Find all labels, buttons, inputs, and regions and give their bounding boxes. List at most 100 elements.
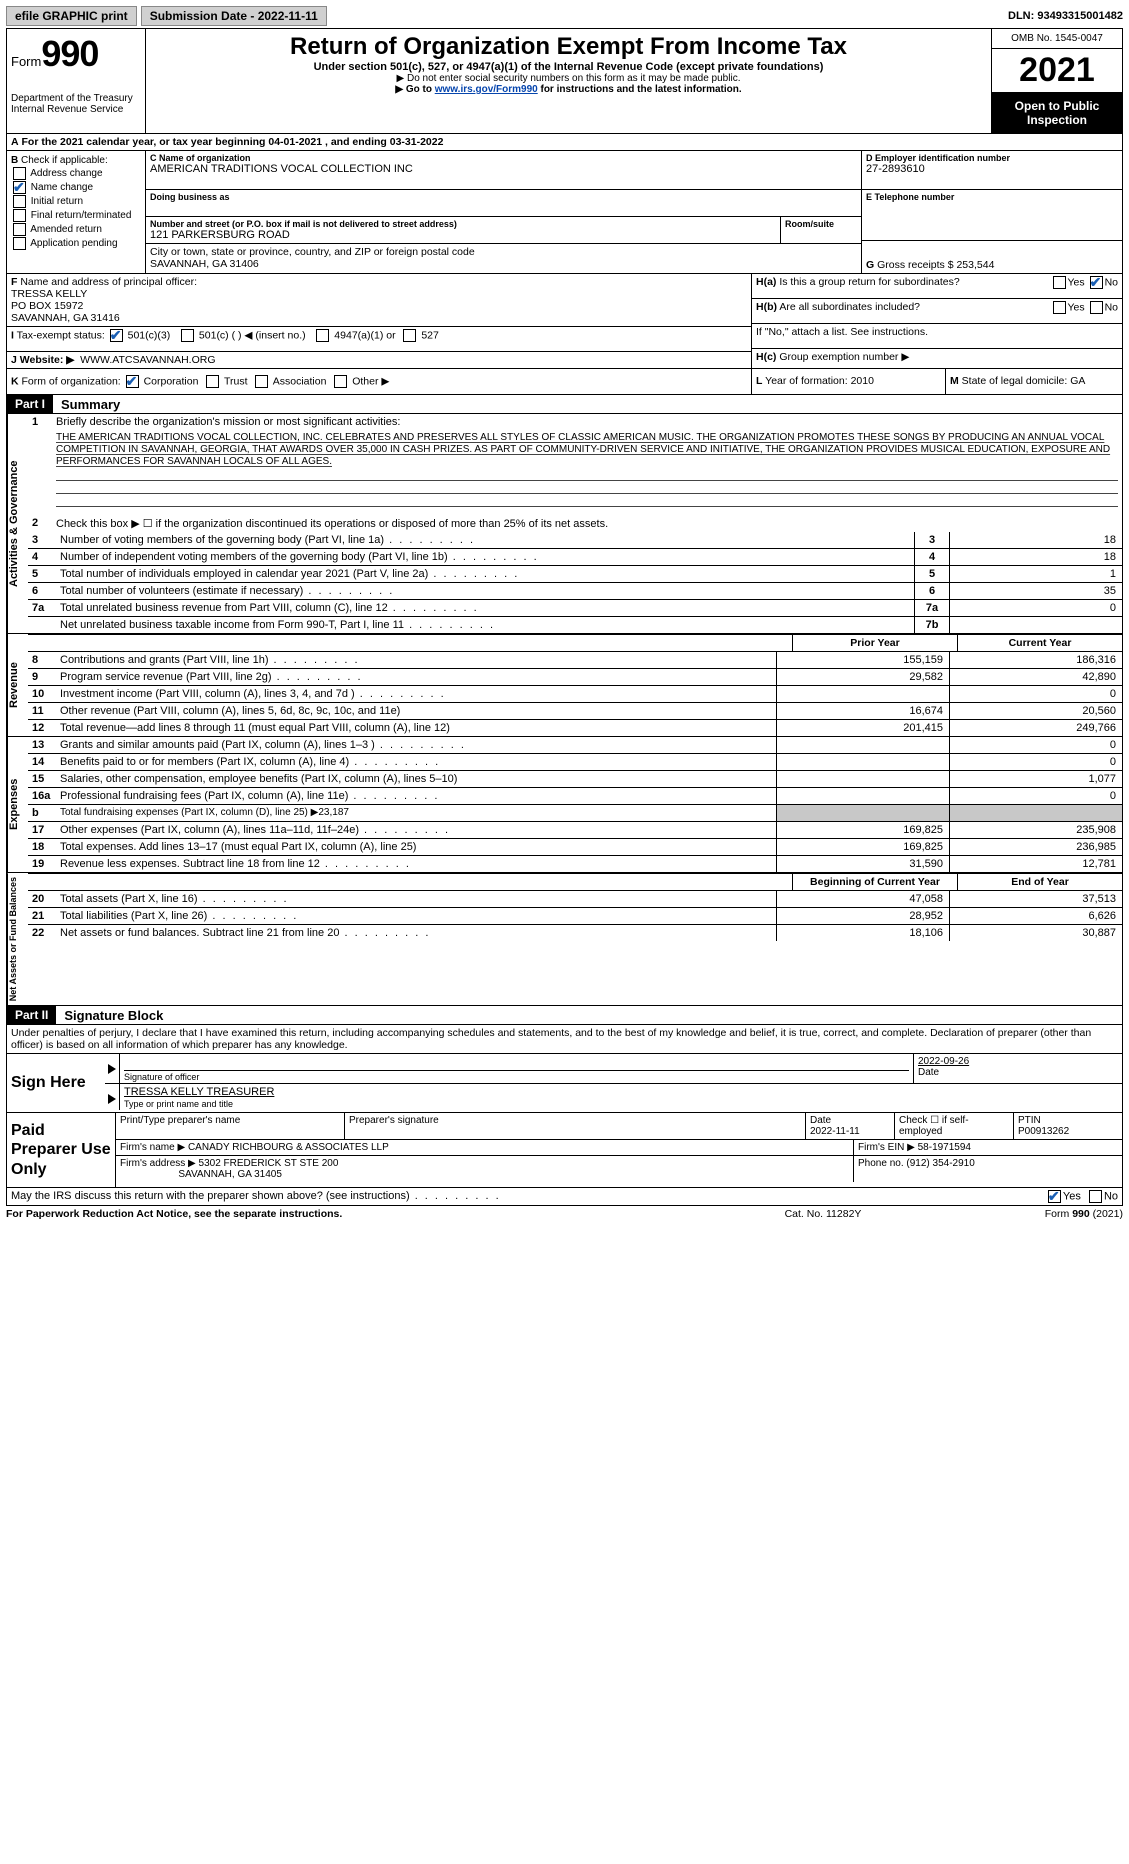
- hb-no[interactable]: [1090, 301, 1103, 314]
- street-label: Number and street (or P.O. box if mail i…: [150, 219, 776, 229]
- line-6: Total number of volunteers (estimate if …: [56, 583, 914, 599]
- city-label: City or town, state or province, country…: [150, 246, 857, 258]
- firm-addr2: SAVANNAH, GA 31405: [178, 1169, 282, 1180]
- val-4: 18: [949, 549, 1122, 565]
- vtab-netassets: Net Assets or Fund Balances: [7, 873, 28, 1005]
- other-check[interactable]: [334, 375, 347, 388]
- 501c3-check[interactable]: [110, 329, 123, 342]
- discuss-no[interactable]: [1089, 1190, 1102, 1203]
- submission-date: Submission Date - 2022-11-11: [141, 6, 327, 26]
- perjury-text: Under penalties of perjury, I declare th…: [6, 1025, 1123, 1054]
- subtitle-1: Under section 501(c), 527, or 4947(a)(1)…: [150, 61, 987, 73]
- ptin: P00913262: [1018, 1126, 1069, 1137]
- trust-check[interactable]: [206, 375, 219, 388]
- officer-name: TRESSA KELLY TREASURER: [124, 1086, 1118, 1098]
- app-pending-check[interactable]: [13, 237, 26, 250]
- ha-label: Is this a group return for subordinates?: [779, 276, 959, 288]
- val-3: 18: [949, 532, 1122, 548]
- name-change-check[interactable]: [13, 181, 26, 194]
- sig-officer-label: Signature of officer: [124, 1070, 909, 1082]
- section-f: F Name and address of principal officer:…: [7, 274, 751, 327]
- subtitle-2: ▶ Do not enter social security numbers o…: [150, 73, 987, 84]
- omb-number: OMB No. 1545-0047: [992, 29, 1122, 49]
- org-name: AMERICAN TRADITIONS VOCAL COLLECTION INC: [150, 163, 857, 175]
- form-title: Return of Organization Exempt From Incom…: [150, 33, 987, 61]
- city: SAVANNAH, GA 31406: [150, 258, 857, 270]
- ha-no[interactable]: [1090, 276, 1103, 289]
- 501c-check[interactable]: [181, 329, 194, 342]
- hc-label: Group exemption number ▶: [779, 351, 909, 363]
- firm-name: CANADY RICHBOURG & ASSOCIATES LLP: [188, 1142, 389, 1153]
- sign-here-label: Sign Here: [7, 1054, 105, 1112]
- line-8: Contributions and grants (Part VIII, lin…: [56, 652, 776, 668]
- year-formation: 2010: [851, 375, 874, 387]
- line-3: Number of voting members of the governin…: [56, 532, 914, 548]
- prep-sig-label: Preparer's signature: [345, 1113, 806, 1139]
- discuss-yes[interactable]: [1048, 1190, 1061, 1203]
- hb-note: If "No," attach a list. See instructions…: [752, 324, 1122, 349]
- val-7a: 0: [949, 600, 1122, 616]
- state-domicile: GA: [1070, 375, 1085, 387]
- val-6: 35: [949, 583, 1122, 599]
- irs-label: Internal Revenue Service: [11, 104, 141, 115]
- amended-return-check[interactable]: [13, 223, 26, 236]
- line-22: Net assets or fund balances. Subtract li…: [56, 925, 776, 941]
- subtitle-3: ▶ Go to www.irs.gov/Form990 for instruct…: [150, 84, 987, 95]
- line-a: A For the 2021 calendar year, or tax yea…: [7, 134, 1122, 151]
- line-16b: Total fundraising expenses (Part IX, col…: [56, 805, 776, 821]
- val-5: 1: [949, 566, 1122, 582]
- part2-header: Part II: [7, 1006, 56, 1024]
- hb-yes[interactable]: [1053, 301, 1066, 314]
- line-12: Total revenue—add lines 8 through 11 (mu…: [56, 720, 776, 736]
- final-return-check[interactable]: [13, 209, 26, 222]
- self-employed-check[interactable]: Check ☐ if self-employed: [895, 1113, 1014, 1139]
- 4947-check[interactable]: [316, 329, 329, 342]
- begin-year-hdr: Beginning of Current Year: [792, 874, 957, 890]
- dba-label: Doing business as: [150, 192, 857, 202]
- section-i: I Tax-exempt status: 501(c)(3) 501(c) ( …: [7, 327, 751, 352]
- val-7b: [949, 617, 1122, 633]
- section-j: J Website: ▶ WWW.ATCSAVANNAH.ORG: [7, 352, 751, 368]
- line-19: Revenue less expenses. Subtract line 18 …: [56, 856, 776, 872]
- form-number: Form990: [11, 33, 141, 75]
- part1-header: Part I: [7, 395, 53, 413]
- corp-check[interactable]: [126, 375, 139, 388]
- line-5: Total number of individuals employed in …: [56, 566, 914, 582]
- current-year-hdr: Current Year: [957, 635, 1122, 651]
- vtab-revenue: Revenue: [7, 634, 28, 736]
- ein: 27-2893610: [866, 163, 1118, 175]
- prior-year-hdr: Prior Year: [792, 635, 957, 651]
- ha-yes[interactable]: [1053, 276, 1066, 289]
- top-bar: efile GRAPHIC print Submission Date - 20…: [6, 6, 1123, 26]
- paid-preparer-label: Paid Preparer Use Only: [7, 1113, 115, 1187]
- section-b: B Check if applicable: Address change Na…: [7, 151, 146, 273]
- line-21: Total liabilities (Part X, line 26): [56, 908, 776, 924]
- line-4: Number of independent voting members of …: [56, 549, 914, 565]
- irs-link[interactable]: www.irs.gov/Form990: [435, 84, 538, 95]
- dln: DLN: 93493315001482: [1008, 10, 1123, 22]
- vtab-expenses: Expenses: [7, 737, 28, 872]
- line-2: Check this box ▶ ☐ if the organization d…: [56, 517, 1118, 530]
- prep-date: 2022-11-11: [810, 1126, 860, 1137]
- initial-return-check[interactable]: [13, 195, 26, 208]
- room-label: Room/suite: [785, 219, 857, 229]
- phone-label: Telephone number: [875, 192, 955, 202]
- part1-title: Summary: [53, 397, 120, 412]
- sign-date: 2022-09-26: [918, 1056, 969, 1067]
- 527-check[interactable]: [403, 329, 416, 342]
- vtab-activities: Activities & Governance: [7, 414, 28, 633]
- mission-text: THE AMERICAN TRADITIONS VOCAL COLLECTION…: [28, 430, 1122, 468]
- officer-name-label: Type or print name and title: [124, 1098, 1118, 1109]
- line-15: Salaries, other compensation, employee b…: [56, 771, 776, 787]
- assoc-check[interactable]: [255, 375, 268, 388]
- arrow-icon: [105, 1054, 119, 1083]
- prep-name-label: Print/Type preparer's name: [116, 1113, 345, 1139]
- street: 121 PARKERSBURG ROAD: [150, 229, 776, 241]
- efile-print-button[interactable]: efile GRAPHIC print: [6, 6, 137, 26]
- department: Department of the Treasury: [11, 93, 141, 104]
- firm-addr1: 5302 FREDERICK ST STE 200: [199, 1158, 339, 1169]
- line-17: Other expenses (Part IX, column (A), lin…: [56, 822, 776, 838]
- line-7b: Net unrelated business taxable income fr…: [56, 617, 914, 633]
- line-13: Grants and similar amounts paid (Part IX…: [56, 737, 776, 753]
- form-header: Form990 Department of the Treasury Inter…: [6, 28, 1123, 134]
